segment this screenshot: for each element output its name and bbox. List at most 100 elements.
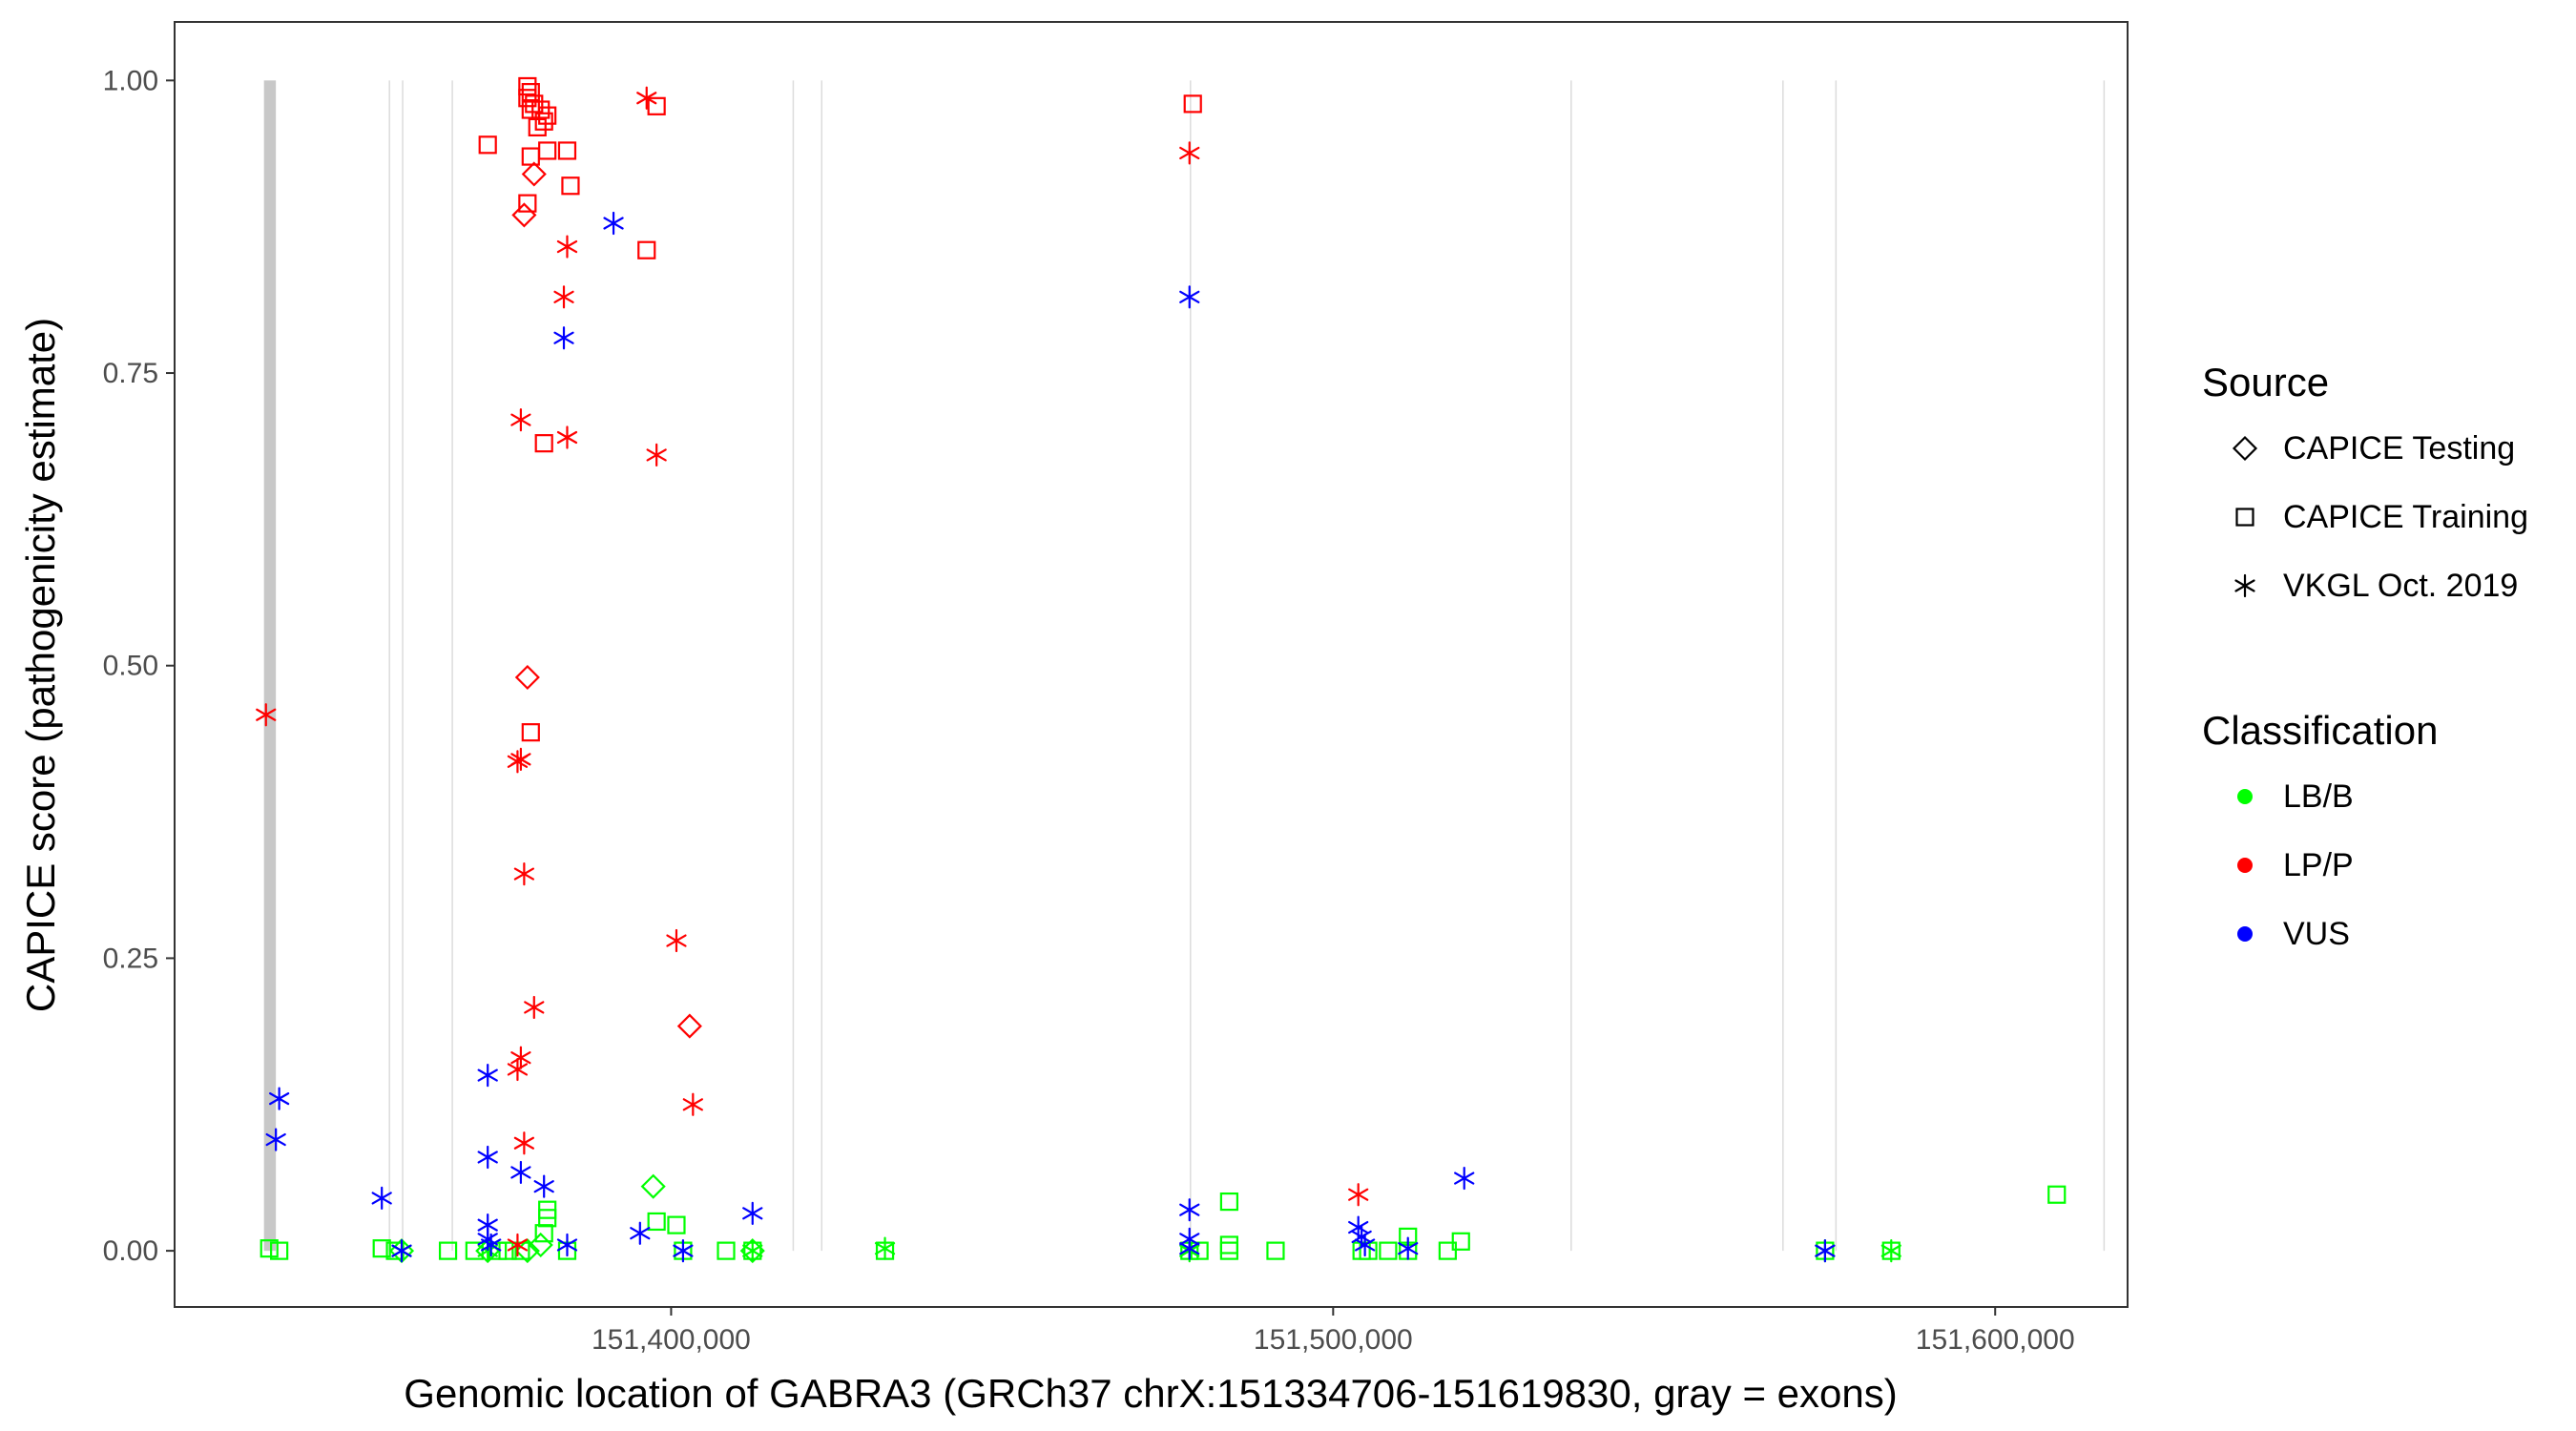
point-vus-asterisk-9-stroke-2 xyxy=(481,1238,502,1252)
point-lb-b-asterisk-6-stroke-2 xyxy=(1880,1244,1901,1257)
point-lp-p-asterisk-17 xyxy=(1179,141,1200,165)
point-vus-asterisk-3-stroke-2 xyxy=(391,1244,412,1257)
point-lp-p-asterisk-4-stroke-2 xyxy=(556,430,578,445)
legend-key-vus xyxy=(2237,926,2253,942)
point-lp-p-asterisk-15-stroke-2 xyxy=(513,1136,535,1150)
y-tick-label-0: 0.00 xyxy=(103,1235,158,1267)
legend-title-classification: Classification xyxy=(2202,708,2438,753)
point-lp-p-asterisk-15 xyxy=(513,1131,535,1155)
point-vus-asterisk-24 xyxy=(1398,1236,1419,1260)
point-vus-asterisk-1 xyxy=(265,1128,286,1151)
point-lp-p-asterisk-3-stroke-2 xyxy=(510,413,531,426)
point-lp-p-asterisk-14 xyxy=(682,1092,703,1116)
point-vus-asterisk-16-stroke-2 xyxy=(742,1207,763,1220)
point-lb-b-square-27 xyxy=(1379,1241,1398,1260)
point-lp-p-square-0-mark xyxy=(518,76,537,96)
point-lp-p-asterisk-8 xyxy=(510,747,531,771)
point-lp-p-square-9 xyxy=(647,96,666,115)
point-lb-b-square-30 xyxy=(1438,1241,1457,1260)
point-lp-p-square-19-mark xyxy=(1183,94,1202,114)
point-lb-b-square-24 xyxy=(1266,1241,1285,1260)
point-lp-p-diamond-3 xyxy=(676,1013,702,1039)
point-lp-p-square-16-mark xyxy=(637,240,656,259)
legend-key-square-mark xyxy=(2235,508,2254,527)
point-vus-asterisk-11 xyxy=(553,326,574,350)
point-lp-p-square-13-mark xyxy=(521,147,540,166)
y-axis-title: CAPICE score (pathogenicity estimate) xyxy=(18,318,63,1012)
exon-band-7 xyxy=(1570,80,1572,1252)
point-lb-b-square-1-mark xyxy=(270,1241,289,1260)
point-lb-b-square-21 xyxy=(1219,1192,1238,1212)
point-lb-b-square-2 xyxy=(372,1239,391,1258)
point-lp-p-asterisk-9 xyxy=(513,861,535,886)
point-lb-b-square-11-mark xyxy=(534,1224,553,1243)
data-points xyxy=(256,76,2067,1264)
point-lb-b-asterisk-3-stroke-2 xyxy=(874,1242,896,1255)
point-lp-p-asterisk-6 xyxy=(256,703,277,727)
point-vus-asterisk-10 xyxy=(533,1174,554,1198)
point-lp-p-square-10 xyxy=(478,135,497,155)
point-lb-b-square-0-mark xyxy=(260,1239,279,1258)
point-lp-p-square-8 xyxy=(528,117,547,137)
point-lp-p-square-15 xyxy=(518,194,537,213)
point-vus-asterisk-9 xyxy=(481,1233,502,1257)
point-lp-p-square-18 xyxy=(521,723,540,742)
point-lp-p-asterisk-14-stroke-2 xyxy=(682,1098,703,1111)
exon-band-8 xyxy=(1782,80,1784,1252)
x-tick-label-0: 151,400,000 xyxy=(592,1324,751,1356)
legend-label-vus: VUS xyxy=(2283,916,2350,952)
point-lb-b-square-30-mark xyxy=(1438,1241,1457,1260)
point-vus-asterisk-12 xyxy=(556,1233,578,1257)
legend-label-vkgl: VKGL Oct. 2019 xyxy=(2283,568,2518,604)
point-lp-p-square-6-mark xyxy=(538,106,557,125)
point-lp-p-square-9-mark xyxy=(647,96,666,115)
y-tick-label-2: 0.50 xyxy=(103,651,158,682)
point-vus-asterisk-2 xyxy=(371,1186,392,1211)
point-vus-asterisk-16 xyxy=(742,1201,763,1225)
point-vus-asterisk-10-stroke-2 xyxy=(533,1180,554,1193)
point-vus-asterisk-4 xyxy=(477,1063,498,1088)
legend-label-capice-training: CAPICE Training xyxy=(2283,499,2528,535)
point-vus-asterisk-5-stroke-2 xyxy=(477,1151,498,1164)
point-vus-asterisk-6 xyxy=(510,1160,531,1185)
y-tick-label-4: 1.00 xyxy=(103,65,158,96)
point-lp-p-asterisk-11-stroke-2 xyxy=(524,1001,545,1014)
point-vus-asterisk-7-stroke-2 xyxy=(477,1218,498,1232)
plot-panel-border xyxy=(174,21,2129,1308)
point-lp-p-square-18-mark xyxy=(521,723,540,742)
point-vus-asterisk-13-stroke-2 xyxy=(603,217,624,230)
point-lp-p-square-3 xyxy=(525,94,544,114)
point-vus-asterisk-26-stroke-2 xyxy=(1815,1244,1836,1257)
point-lp-p-asterisk-9-stroke-2 xyxy=(513,867,535,881)
point-vus-asterisk-15 xyxy=(673,1239,694,1263)
point-lb-b-square-14-mark xyxy=(667,1215,686,1234)
legend-label-lpp: LP/P xyxy=(2283,847,2354,883)
point-lp-p-square-11-mark xyxy=(557,141,577,160)
legend-key-asterisk xyxy=(2234,573,2255,598)
point-lb-b-diamond-0-mark xyxy=(640,1173,666,1199)
point-lp-p-asterisk-16-stroke-2 xyxy=(507,1238,529,1252)
legend: Source CAPICE Testing CAPICE Training VK… xyxy=(2202,360,2528,952)
point-lb-b-square-4-mark xyxy=(438,1241,458,1260)
point-lp-p-asterisk-2 xyxy=(553,285,574,309)
point-vus-asterisk-25 xyxy=(1454,1166,1475,1191)
point-lp-p-asterisk-1 xyxy=(556,235,578,259)
point-lb-b-asterisk-2 xyxy=(742,1239,763,1263)
point-lb-b-square-2-mark xyxy=(372,1239,391,1258)
legend-class-keys xyxy=(2237,789,2253,942)
point-lp-p-square-2-mark xyxy=(518,89,537,108)
point-vus-asterisk-23 xyxy=(1355,1233,1376,1257)
point-lp-p-asterisk-17-stroke-2 xyxy=(1179,146,1200,159)
point-lp-p-diamond-3-mark xyxy=(676,1013,702,1039)
point-lp-p-square-0 xyxy=(518,76,537,96)
exon-band-6 xyxy=(1190,80,1192,1252)
exon-band-1 xyxy=(388,80,390,1252)
point-lb-b-square-16-mark xyxy=(717,1241,736,1260)
point-lp-p-square-1 xyxy=(521,83,540,102)
point-lb-b-diamond-0 xyxy=(640,1173,666,1199)
legend-source-keys xyxy=(2232,435,2258,598)
point-lb-b-square-23 xyxy=(1219,1241,1238,1260)
point-vus-asterisk-20 xyxy=(1179,1236,1200,1260)
